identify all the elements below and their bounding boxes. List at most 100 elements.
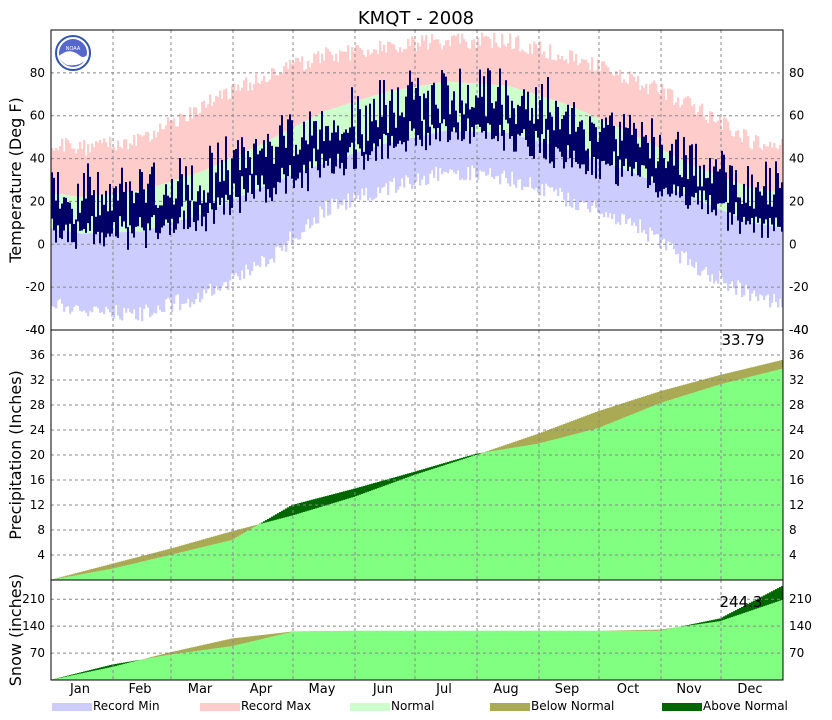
precip-observed-bar (161, 556, 164, 580)
normal-bar (297, 125, 300, 173)
record-max-bar (773, 143, 776, 192)
snow-observed-bar (377, 630, 380, 680)
normal-bar (273, 137, 276, 183)
precip-below-normal-bar (153, 552, 156, 559)
snow-observed-bar (347, 630, 350, 680)
snow-below-normal-bar (637, 630, 640, 631)
snow-observed-bar (661, 630, 664, 680)
snow-above-normal-bar (85, 671, 88, 673)
precip-below-normal-bar (573, 420, 576, 435)
snow-observed-bar (189, 651, 192, 680)
precip-below-normal-bar (155, 552, 158, 559)
record-min-bar (751, 222, 754, 294)
record-max-bar (539, 41, 542, 96)
precip-observed-bar (165, 555, 168, 580)
snow-below-normal-bar (651, 629, 654, 631)
precip-observed-bar (421, 469, 424, 580)
snow-below-normal-bar (639, 629, 642, 631)
snow-observed-bar (499, 630, 502, 680)
record-max-bar (229, 98, 232, 159)
precip-observed-bar (245, 531, 248, 580)
record-max-bar (599, 71, 602, 120)
snow-above-normal-bar (699, 622, 702, 624)
precip-below-normal-bar (501, 446, 504, 450)
precip-observed-bar (579, 432, 582, 580)
precip-above-normal-bar (465, 456, 468, 459)
precip-below-normal-bar (521, 439, 524, 447)
precip-above-normal-bar (451, 460, 454, 463)
precip-above-normal-bar (389, 478, 392, 484)
snow-observed-bar (407, 630, 410, 680)
normal-bar (449, 81, 452, 131)
record-max-bar (397, 52, 400, 90)
precip-below-normal-bar (635, 398, 638, 413)
record-min-bar (115, 232, 118, 306)
record-max-bar (675, 102, 678, 158)
record-max-bar (461, 33, 464, 83)
precip-below-normal-bar (565, 423, 568, 437)
record-min-bar (355, 152, 358, 199)
record-max-bar (263, 75, 266, 144)
precip-above-normal-bar (425, 468, 428, 472)
precip-below-normal-bar (647, 395, 650, 408)
record-min-bar (393, 141, 396, 178)
normal-bar (529, 92, 532, 140)
record-max-bar (623, 79, 626, 131)
precip-above-normal-bar (293, 504, 296, 516)
precip-below-normal-bar (685, 384, 688, 395)
record-max-bar (551, 59, 554, 100)
precip-below-normal-bar (253, 525, 256, 528)
precip-observed-bar (767, 372, 770, 580)
precip-ytick-left: 32 (30, 373, 45, 387)
precip-total-label: 33.79 (722, 331, 765, 349)
precip-below-normal-bar (241, 528, 244, 535)
precip-observed-bar (585, 431, 588, 580)
precip-below-normal-bar (185, 544, 188, 552)
snow-observed-bar (773, 590, 776, 680)
snow-above-normal-bar (131, 661, 134, 662)
record-max-bar (471, 40, 474, 84)
record-max-bar (557, 54, 560, 102)
record-max-bar (731, 135, 734, 181)
record-max-bar (759, 147, 762, 190)
snow-observed-bar (331, 631, 334, 680)
record-min-bar (503, 132, 506, 171)
precip-observed-bar (617, 420, 620, 580)
snow-observed-bar (83, 671, 86, 680)
snow-below-normal-bar (169, 652, 172, 655)
record-min-bar (341, 157, 344, 206)
record-max-bar (729, 130, 732, 181)
snow-observed-bar (75, 673, 78, 680)
snow-observed-bar (307, 631, 310, 680)
record-max-bar (513, 48, 516, 88)
record-max-bar (771, 147, 774, 192)
snow-observed-bar (323, 631, 326, 680)
precip-observed-bar (59, 578, 62, 580)
precip-observed-bar (79, 574, 82, 580)
precip-below-normal-bar (659, 391, 662, 404)
snow-below-normal-bar (629, 630, 632, 631)
snow-below-normal-bar (149, 657, 152, 659)
record-min-bar (757, 223, 760, 302)
record-min-bar (379, 145, 382, 194)
record-min-bar (611, 165, 614, 220)
snow-observed-bar (345, 630, 348, 680)
record-max-bar (489, 38, 492, 85)
record-max-bar (777, 149, 780, 193)
snow-observed-bar (467, 630, 470, 680)
snow-below-normal-bar (147, 657, 150, 659)
record-min-bar (91, 233, 94, 313)
precip-observed-bar (623, 417, 626, 580)
record-min-bar (589, 157, 592, 213)
record-max-bar (217, 97, 220, 165)
precip-below-normal-bar (667, 389, 670, 401)
precip-above-normal-bar (295, 503, 298, 515)
record-max-bar (435, 39, 438, 84)
snow-observed-bar (651, 630, 654, 680)
record-max-bar (111, 147, 114, 194)
snow-observed-bar (451, 630, 454, 680)
precip-above-normal-bar (307, 500, 310, 511)
record-min-bar (241, 196, 244, 271)
precip-below-normal-bar (117, 562, 120, 568)
record-min-bar (409, 138, 412, 185)
